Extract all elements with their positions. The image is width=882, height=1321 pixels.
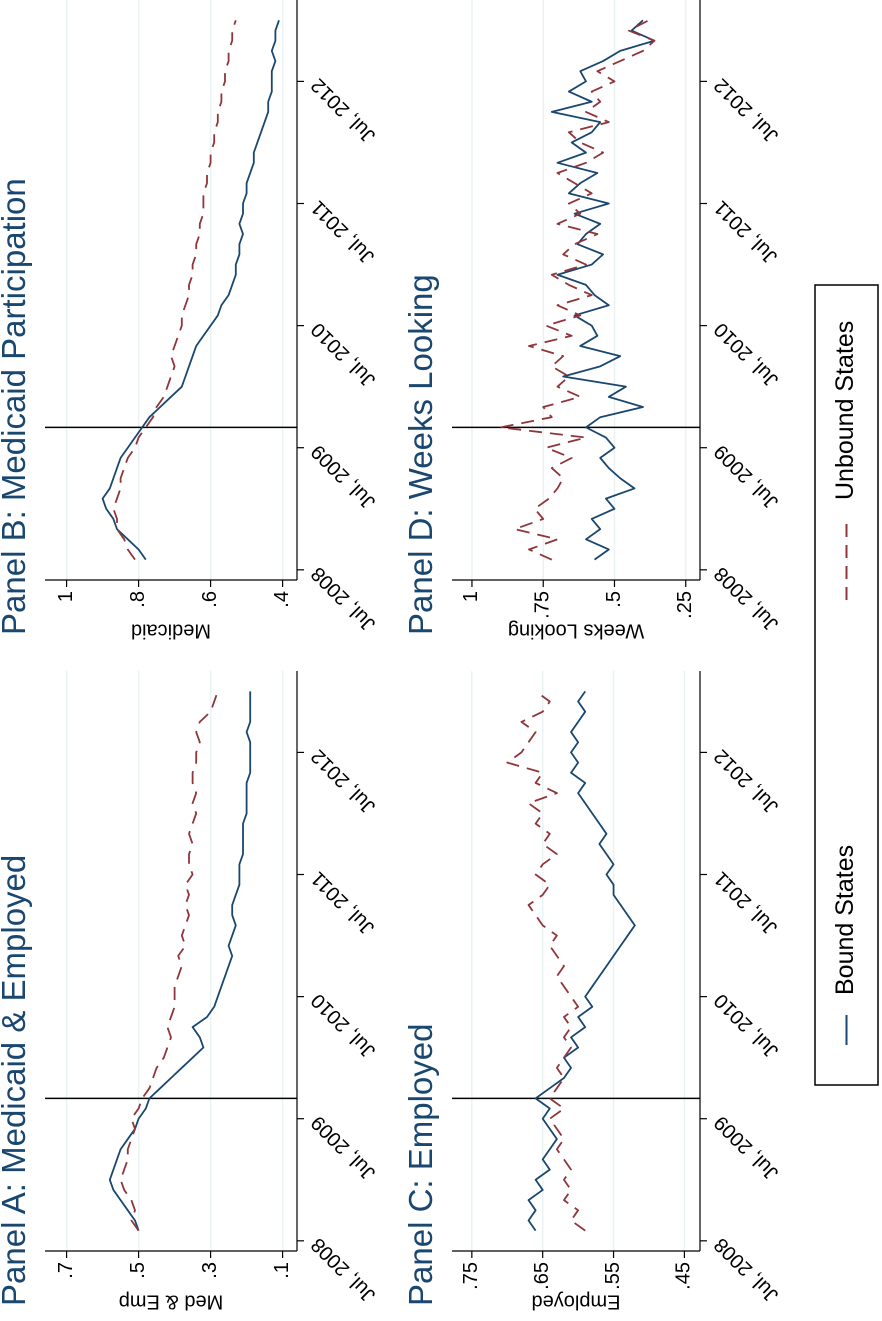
y-tick-label: .7 — [55, 1262, 77, 1279]
panel-title: Panel A: Medicaid & Employed — [0, 855, 32, 1306]
y-tick-label: .65 — [531, 1262, 553, 1290]
y-axis-title: Employed — [532, 1291, 621, 1313]
panel-title: Panel C: Employed — [402, 1024, 439, 1306]
series-line — [119, 691, 219, 1232]
series-line — [527, 690, 636, 1232]
y-tick-label: .75 — [531, 591, 553, 619]
y-tick-label: .3 — [199, 1262, 221, 1279]
y-tick-label: 1 — [55, 591, 77, 602]
y-axis-title: Med & Emp — [119, 1291, 223, 1313]
y-tick-label: .75 — [460, 1262, 482, 1290]
y-tick-label: .6 — [199, 591, 221, 608]
y-tick-label: .25 — [674, 591, 696, 619]
legend-label: Bound States — [831, 845, 859, 995]
y-tick-label: .5 — [603, 591, 625, 608]
y-tick-label: 1 — [460, 591, 482, 602]
panel-title: Panel B: Medicaid Participation — [0, 178, 32, 635]
panel-title: Panel D: Weeks Looking — [402, 274, 439, 635]
y-tick-label: .8 — [127, 591, 149, 608]
y-tick-label: .45 — [673, 1262, 695, 1290]
y-axis-title: Weeks Looking — [508, 620, 644, 642]
series-line — [101, 20, 280, 561]
legend-label: Unbound States — [831, 321, 859, 500]
y-tick-label: .5 — [127, 1262, 149, 1279]
series-line — [550, 19, 656, 561]
series-line — [506, 690, 586, 1232]
legend-box — [814, 284, 879, 1086]
series-line — [499, 19, 656, 561]
y-axis-title: Medicaid — [131, 620, 211, 642]
y-tick-label: .55 — [602, 1262, 624, 1290]
y-tick-label: .1 — [271, 1262, 293, 1279]
y-tick-label: .4 — [271, 591, 293, 608]
series-line — [108, 691, 252, 1231]
